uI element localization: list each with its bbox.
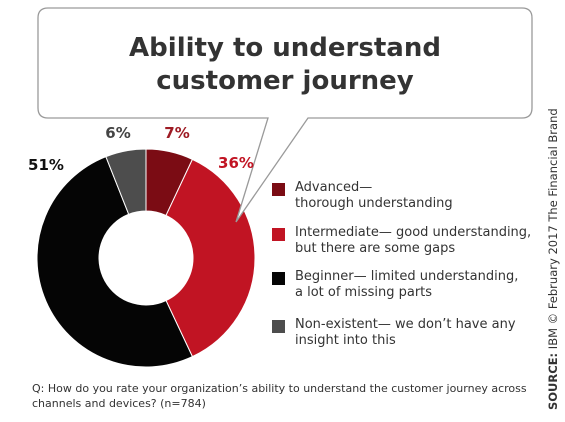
legend-item-advanced: Advanced— thorough understanding [272, 180, 453, 212]
value-label-beginner: 51% [28, 156, 64, 174]
value-label-intermediate: 36% [218, 154, 254, 172]
legend-label-non-existent: Non-existent— we don’t have any insight … [295, 317, 516, 348]
legend-label-advanced: Advanced— thorough understanding [295, 180, 453, 211]
source-credit: SOURCE: IBM © February 2017 The Financia… [546, 108, 560, 410]
legend-item-beginner: Beginner— limited understanding, a lot o… [272, 269, 518, 301]
donut-slice-non-existent [105, 148, 147, 215]
donut-slice-intermediate [165, 158, 256, 358]
value-label-advanced: 7% [164, 124, 189, 142]
chart-title-line2: customer journey [156, 66, 414, 96]
value-label-non-existent: 6% [105, 124, 130, 142]
legend-swatch-intermediate [272, 228, 285, 241]
donut-chart [36, 148, 256, 368]
value-labels: 7% 36% 51% 6% [28, 124, 254, 174]
legend-swatch-non-existent [272, 320, 285, 333]
callout-bubble [37, 7, 533, 223]
donut-slice-beginner [36, 156, 194, 368]
source-text: IBM © February 2017 The Financial Brand [546, 108, 560, 350]
chart-title-line1: Ability to understand [129, 33, 441, 63]
survey-question: Q: How do you rate your organization’s a… [32, 382, 527, 410]
title-callout: Ability to understand customer journey [37, 7, 533, 223]
legend-swatch-advanced [272, 183, 285, 196]
legend-item-intermediate: Intermediate— good understanding, but th… [272, 225, 531, 257]
legend-label-intermediate: Intermediate— good understanding, but th… [295, 225, 532, 256]
legend-label-beginner: Beginner— limited understanding, a lot o… [295, 269, 519, 300]
source-label: SOURCE: [546, 352, 560, 410]
legend-item-non-existent: Non-existent— we don’t have any insight … [272, 317, 516, 349]
legend-swatch-beginner [272, 272, 285, 285]
